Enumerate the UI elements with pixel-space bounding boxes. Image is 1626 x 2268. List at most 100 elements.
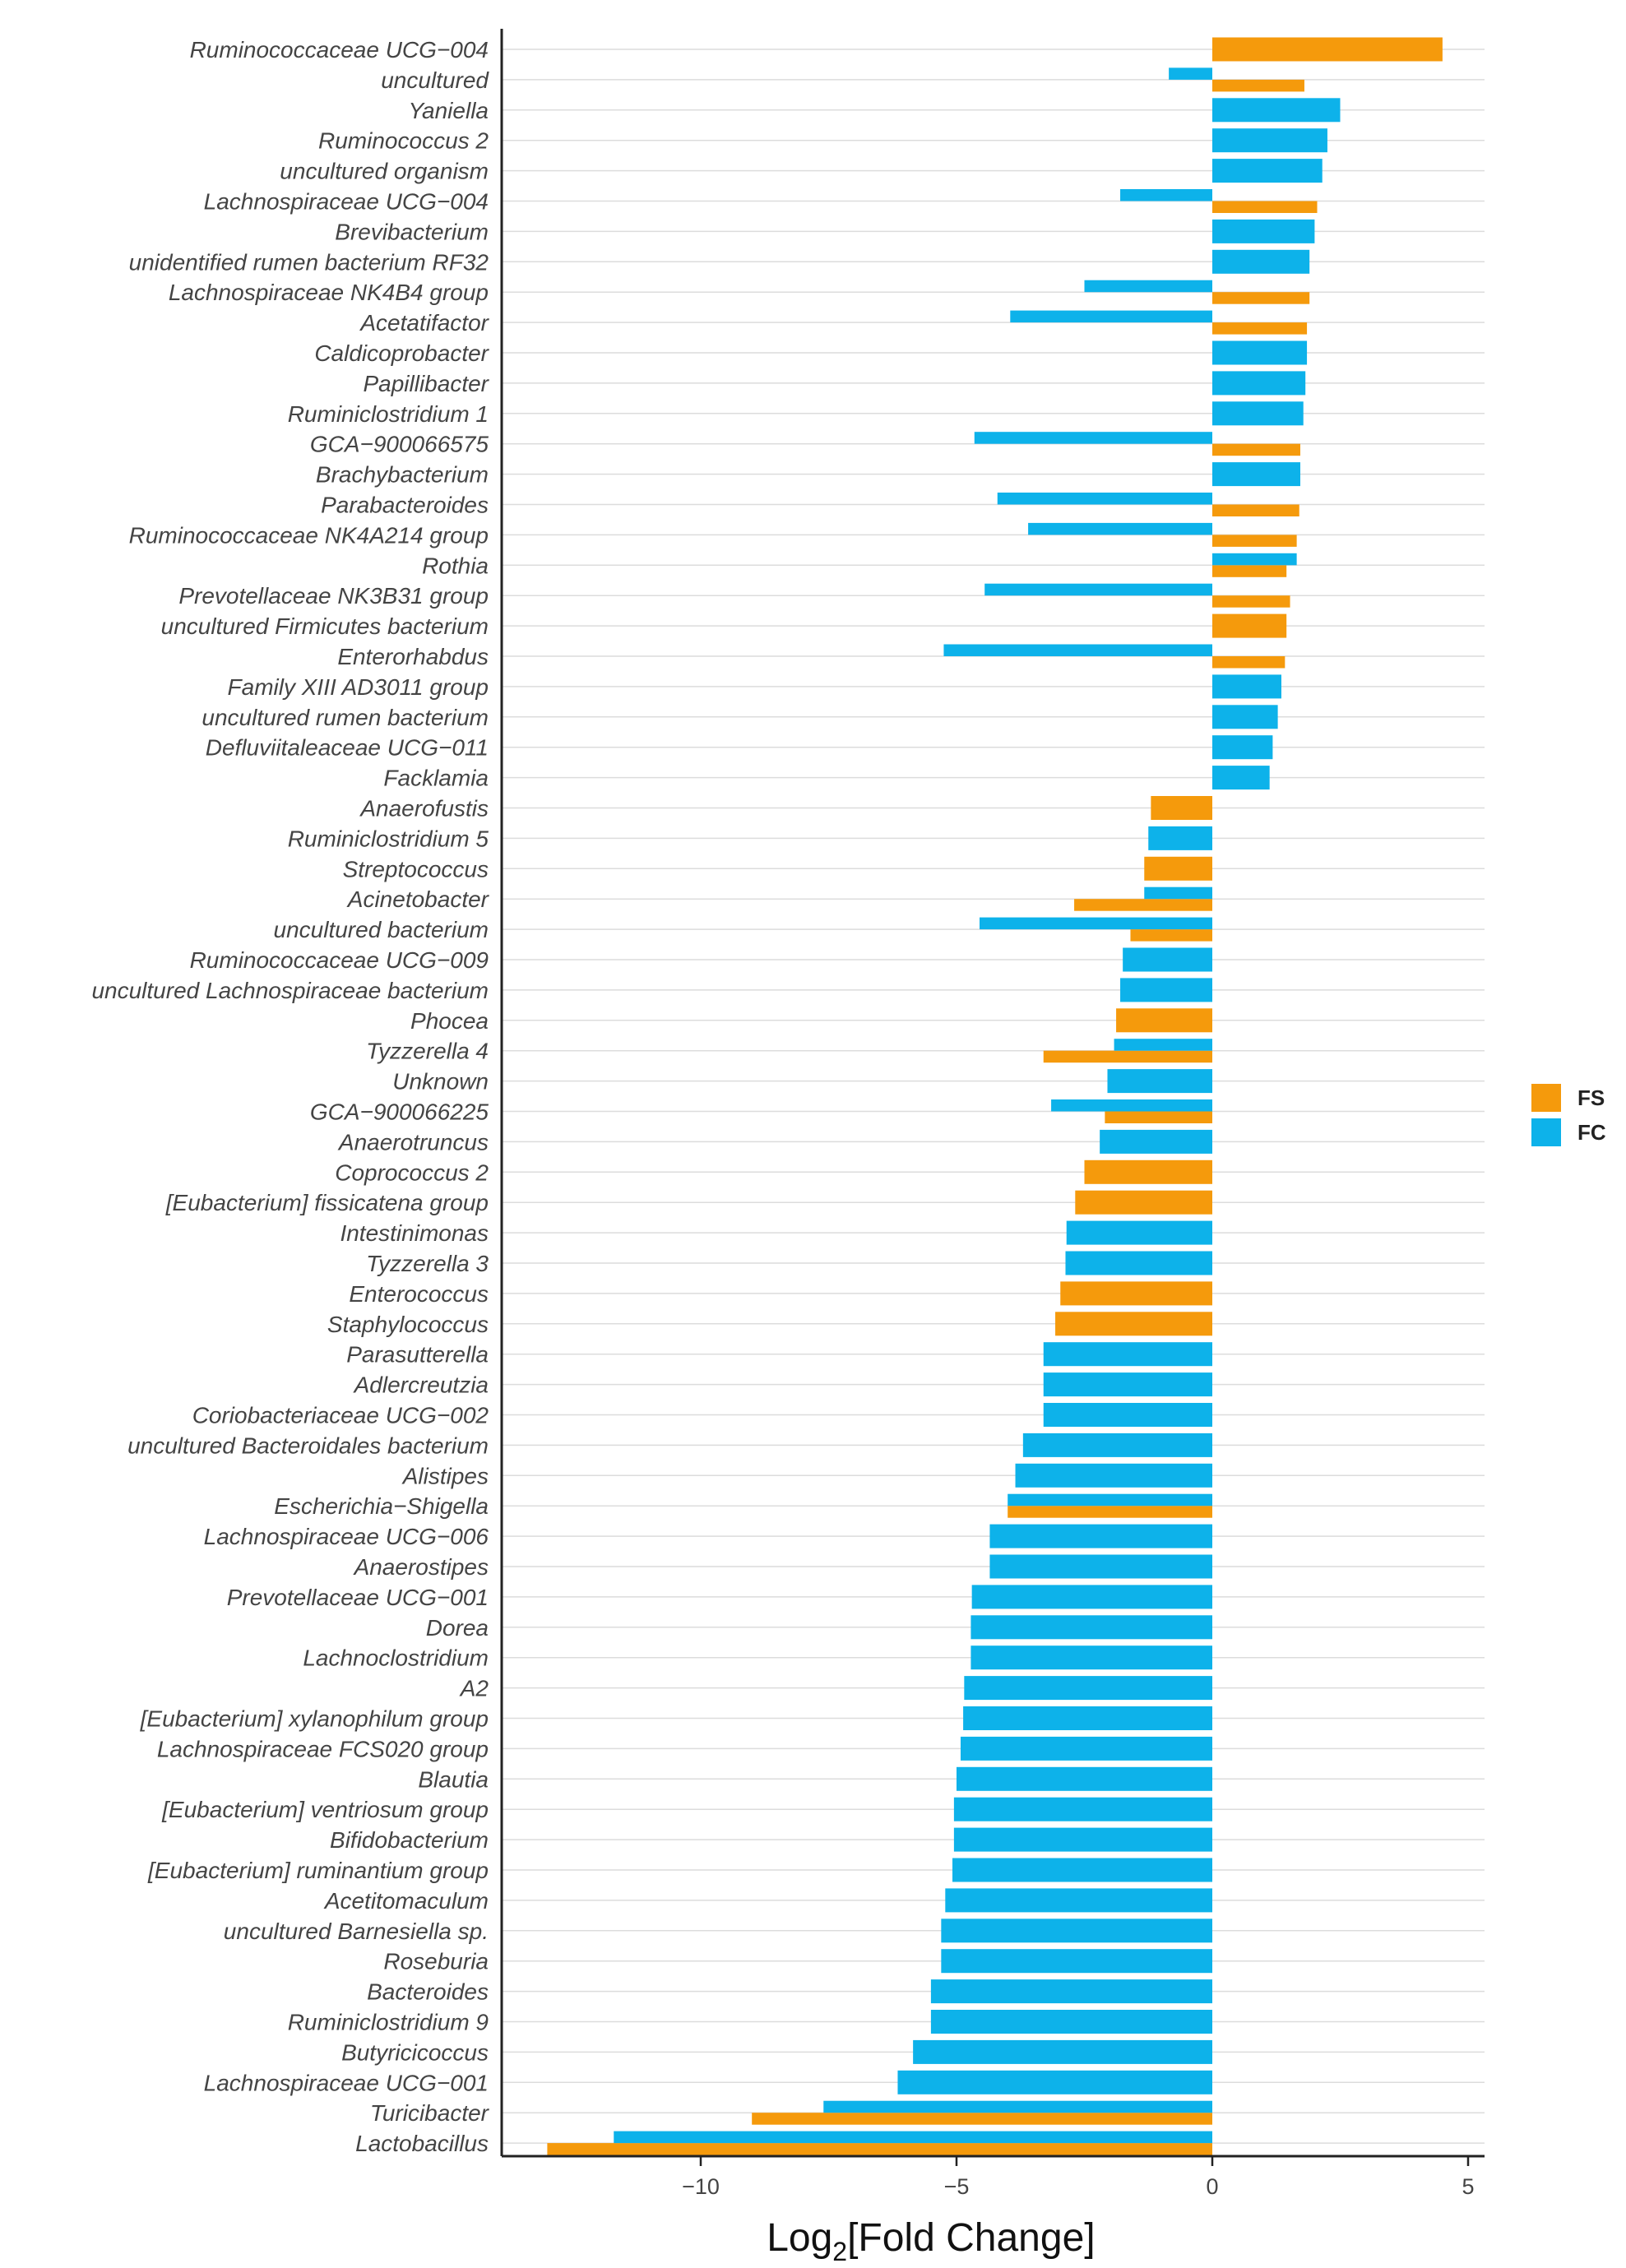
bar-fc	[1212, 705, 1278, 729]
category-label: Rothia	[422, 553, 489, 578]
bar-fs	[1105, 1111, 1212, 1123]
bar-fc	[1212, 219, 1315, 243]
category-label: Enterorhabdus	[337, 644, 489, 669]
bar-fc	[1123, 947, 1212, 972]
bar-fs	[547, 2143, 1212, 2155]
bar-fc	[957, 1766, 1212, 1791]
bar-fs	[1212, 79, 1304, 92]
category-label: Prevotellaceae NK3B31 group	[178, 583, 489, 609]
category-label: Family XIII AD3011 group	[228, 674, 489, 700]
bar-fc	[1212, 735, 1273, 760]
bar-fc	[913, 2039, 1212, 2064]
bar-fc	[953, 1797, 1212, 1821]
bar-fs	[1212, 595, 1290, 608]
axes	[500, 29, 1485, 2158]
category-label: Lachnospiraceae UCG−006	[204, 1524, 489, 1549]
bar-fc	[823, 2100, 1212, 2113]
bar-fc	[1107, 1069, 1212, 1094]
bar-fs	[1212, 201, 1318, 213]
category-label: GCA−900066575	[310, 432, 489, 457]
bar-fc	[1065, 1251, 1212, 1275]
x-tick-label: 0	[1206, 2174, 1218, 2199]
bar-fc	[614, 2131, 1212, 2144]
category-label: Tyzzerella 4	[366, 1039, 489, 1064]
bar-fc	[1212, 98, 1341, 123]
bar-fc	[943, 644, 1212, 656]
legend-label-fc: FC	[1577, 1120, 1606, 1145]
category-label: Dorea	[426, 1615, 489, 1641]
bar-fc	[1212, 401, 1304, 426]
bar-fs	[1043, 1050, 1212, 1063]
bar-fs	[1060, 1281, 1212, 1306]
bar-fc	[1212, 249, 1310, 274]
category-label: Streptococcus	[343, 856, 489, 882]
category-label: Coriobacteriaceae UCG−002	[192, 1403, 489, 1428]
x-tick-label: 5	[1462, 2174, 1474, 2199]
category-label: uncultured Bacteroidales bacterium	[127, 1433, 489, 1458]
bar-fs	[1144, 856, 1212, 881]
category-label: Defluviitaleaceae UCG−011	[206, 735, 489, 761]
category-label: Turicibacter	[370, 2100, 490, 2126]
x-axis-title: Log2[Fold Change]	[767, 2216, 1095, 2266]
bar-fs	[1212, 443, 1300, 456]
bar-fc	[1212, 462, 1300, 487]
x-axis-title-subscript: 2	[832, 2237, 847, 2266]
bar-fc	[1015, 1463, 1212, 1488]
legend-swatch-fc	[1531, 1118, 1561, 1146]
category-label: Lachnospiraceae UCG−001	[204, 2070, 489, 2095]
bar-fc	[941, 1919, 1212, 1943]
x-tick-label: −5	[944, 2174, 970, 2199]
category-label: Ruminococcaceae NK4A214 group	[129, 522, 489, 548]
category-label: Brachybacterium	[316, 462, 489, 488]
bar-fc	[897, 2070, 1212, 2094]
bar-fs	[1084, 1159, 1212, 1184]
category-label: Lachnospiraceae NK4B4 group	[169, 280, 489, 305]
category-label: Ruminiclostridium 1	[288, 401, 489, 427]
bar-fc	[1212, 340, 1308, 365]
category-label: Enterococcus	[349, 1281, 489, 1307]
category-label: Acetatifactor	[359, 310, 489, 336]
category-label: Staphylococcus	[327, 1312, 489, 1337]
bar-fc	[1212, 553, 1297, 566]
bar-fc	[989, 1554, 1212, 1579]
gridlines	[502, 49, 1485, 2144]
category-label: uncultured bacterium	[274, 917, 489, 942]
category-label: Acinetobacter	[346, 886, 490, 912]
bar-fc	[984, 583, 1212, 596]
category-label: Alistipes	[401, 1463, 489, 1488]
bar-fs	[1212, 322, 1308, 335]
bar-fc	[930, 1979, 1212, 2004]
bar-fc	[953, 1827, 1212, 1852]
bar-fc	[1148, 826, 1212, 850]
category-label: Roseburia	[383, 1949, 489, 1974]
category-label: [Eubacterium] ventriosum group	[161, 1797, 489, 1822]
bar-fc	[930, 2010, 1212, 2034]
category-label: Yaniella	[408, 98, 489, 123]
bar-fc	[989, 1524, 1212, 1548]
bar-fc	[952, 1858, 1212, 1882]
bar-fc	[1043, 1342, 1212, 1367]
bars	[547, 37, 1443, 2155]
bar-fc	[1043, 1403, 1212, 1427]
category-label: Acetitomaculum	[323, 1888, 489, 1914]
bar-fs	[1212, 292, 1310, 304]
category-label: Intestinimonas	[340, 1220, 489, 1246]
bar-fc	[979, 917, 1212, 930]
category-label: Ruminiclostridium 5	[288, 826, 489, 851]
category-label: uncultured	[381, 67, 489, 93]
bar-fc	[1022, 1433, 1212, 1457]
category-label: uncultured Barnesiella sp.	[224, 1919, 489, 1944]
bar-fc	[960, 1736, 1212, 1761]
bar-fc	[1212, 371, 1306, 396]
bar-fc	[1008, 1493, 1212, 1507]
bar-fc	[1084, 280, 1212, 293]
bar-fc	[964, 1676, 1212, 1701]
bar-fc	[1144, 886, 1212, 900]
category-label: Phocea	[410, 1008, 489, 1034]
bar-fc	[1120, 978, 1212, 1002]
bar-fs	[1212, 504, 1299, 516]
bar-fs	[1130, 929, 1212, 942]
bar-fc	[1066, 1220, 1212, 1245]
bar-fc	[997, 493, 1212, 505]
